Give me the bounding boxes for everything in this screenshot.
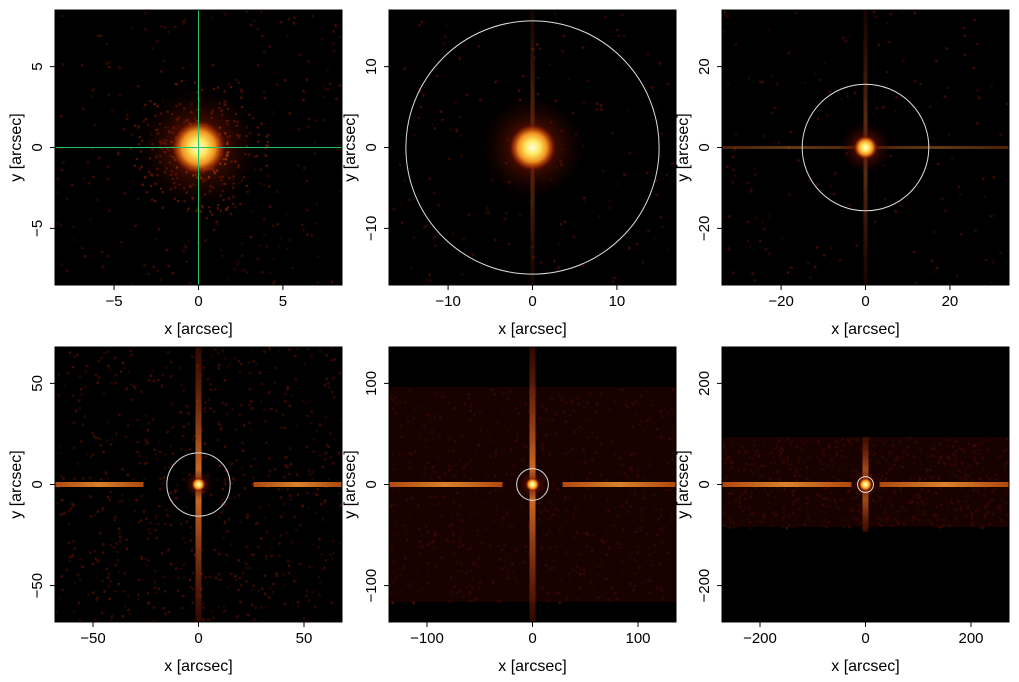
- panel-bottom-left: −50 0 50 −50 0 50 x [arcsec] y [arcsec]: [8, 346, 343, 675]
- x-tick-label: −100: [410, 630, 444, 647]
- x-tick-label: −5: [106, 293, 123, 310]
- x-tick-label: 0: [861, 293, 869, 310]
- panel-top-left: −5 0 5 −5 0 5 x [arcsec] y [arcsec]: [8, 9, 343, 338]
- y-axis-label: y [arcsec]: [342, 113, 359, 181]
- x-tick-label: 5: [279, 293, 287, 310]
- horizontal-spike-right: [879, 482, 1009, 487]
- source-core: [853, 135, 878, 160]
- y-axis-label: y [arcsec]: [675, 450, 692, 518]
- y-tick-label: 100: [363, 371, 380, 396]
- y-tick-label: 0: [29, 480, 46, 488]
- aperture-circle: [405, 20, 660, 275]
- panel-top-middle: −10 0 10 −10 0 10 x [arcsec] y [arcsec]: [342, 9, 677, 338]
- horizontal-spike-right: [865, 146, 1009, 149]
- y-tick-label: 0: [363, 143, 380, 151]
- y-tick-label: 50: [29, 375, 46, 392]
- aperture-circle: [801, 83, 930, 212]
- panel-bottom-middle: −100 0 100 −100 0 100 x [arcsec] y [arcsec]: [342, 346, 677, 675]
- x-axis-label: x [arcsec]: [498, 321, 566, 338]
- y-tick-label: 0: [29, 143, 46, 151]
- panel-top-right: −20 0 20 −20 0 20 x [arcsec] y [arcsec]: [675, 9, 1010, 338]
- y-tick-label: −20: [696, 216, 713, 241]
- x-tick-label: 0: [861, 630, 869, 647]
- source-core: [191, 477, 206, 492]
- x-axis-label: x [arcsec]: [831, 321, 899, 338]
- y-tick-label: −50: [29, 573, 46, 598]
- y-axis-label: y [arcsec]: [342, 450, 359, 518]
- y-axis-label: y [arcsec]: [675, 113, 692, 181]
- x-axis-label: x [arcsec]: [164, 321, 232, 338]
- y-tick-label: −10: [363, 216, 380, 241]
- y-tick-label: 20: [696, 58, 713, 75]
- x-tick-label: −10: [435, 293, 460, 310]
- panel-bottom-right: −200 0 200 −200 0 200 x [arcsec] y [arcsec]: [675, 346, 1010, 675]
- y-tick-label: 200: [696, 371, 713, 396]
- aperture-circle: [166, 452, 231, 517]
- y-axis-label: y [arcsec]: [8, 113, 25, 181]
- horizontal-spike-left: [55, 482, 144, 487]
- y-tick-label: 10: [363, 58, 380, 75]
- x-tick-label: 0: [194, 293, 202, 310]
- y-tick-label: −100: [363, 569, 380, 603]
- x-tick-label: 50: [296, 630, 313, 647]
- x-tick-label: −50: [80, 630, 105, 647]
- x-tick-label: 200: [958, 630, 983, 647]
- source-core: [508, 123, 557, 172]
- x-axis-label: x [arcsec]: [831, 658, 899, 675]
- y-axis-label: y [arcsec]: [8, 450, 25, 518]
- y-tick-label: 0: [696, 480, 713, 488]
- source-core: [525, 477, 540, 492]
- x-axis-label: x [arcsec]: [498, 658, 566, 675]
- x-tick-label: 20: [942, 293, 959, 310]
- x-tick-label: 0: [528, 293, 536, 310]
- x-tick-label: 0: [194, 630, 202, 647]
- y-tick-label: 0: [363, 480, 380, 488]
- y-tick-label: 5: [29, 62, 46, 70]
- y-tick-label: −200: [696, 569, 713, 603]
- aperture-circle: [516, 468, 549, 501]
- horizontal-spike-left: [722, 146, 866, 149]
- x-tick-label: 0: [528, 630, 536, 647]
- aperture-circle: [857, 476, 874, 493]
- x-tick-label: 100: [625, 630, 650, 647]
- x-axis-label: x [arcsec]: [164, 658, 232, 675]
- horizontal-spike-left: [722, 482, 852, 487]
- horizontal-spike-right: [562, 482, 676, 487]
- x-tick-label: −20: [768, 293, 793, 310]
- horizontal-spike-right: [253, 482, 342, 487]
- horizontal-spike-left: [389, 482, 503, 487]
- y-tick-label: −5: [29, 220, 46, 237]
- x-tick-label: 10: [609, 293, 626, 310]
- x-tick-label: −200: [743, 630, 777, 647]
- source-core: [858, 477, 873, 492]
- y-tick-label: 0: [696, 143, 713, 151]
